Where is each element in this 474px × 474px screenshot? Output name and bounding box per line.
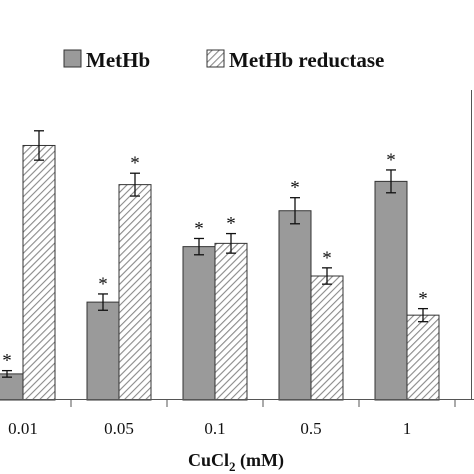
bar-methb-1 <box>86 301 120 401</box>
significance-mark-methb-reductase-2: * <box>226 214 236 235</box>
significance-mark-methb-2: * <box>194 218 204 239</box>
significance-mark-methb-3: * <box>290 178 300 199</box>
x-tick-label-2: 0.1 <box>204 419 225 438</box>
bar-methb-reductase-4 <box>406 314 440 401</box>
x-tick-label-4: 1 <box>403 419 412 438</box>
bar-methb-3 <box>278 210 312 401</box>
x-tick-labels: 0.01 0.05 0.1 0.5 1 <box>8 419 411 438</box>
bar-methb-reductase-1 <box>118 184 152 401</box>
x-axis-title-unit: (mM) <box>240 450 284 471</box>
x-tick-label-1: 0.05 <box>104 419 134 438</box>
bar-methb-reductase-3 <box>310 275 344 401</box>
significance-mark-methb-1: * <box>98 274 108 295</box>
significance-mark-methb-reductase-4: * <box>418 289 428 310</box>
x-axis-title: CuCl2 (mM) <box>188 450 284 474</box>
x-axis-title-subscript: 2 <box>229 459 236 474</box>
x-tick-label-3: 0.5 <box>300 419 321 438</box>
significance-mark-methb-0: * <box>2 351 12 372</box>
legend-swatch-methb <box>63 49 82 68</box>
legend: MetHb MetHb reductase <box>63 48 384 72</box>
bar-methb-0 <box>0 373 24 401</box>
significance-mark-methb-4: * <box>386 150 396 171</box>
legend-swatch-methb-reductase <box>206 49 225 68</box>
x-axis-title-main: CuCl <box>188 450 229 470</box>
x-tick-marks <box>70 400 456 407</box>
x-tick-label-0: 0.01 <box>8 419 38 438</box>
significance-mark-methb-reductase-3: * <box>322 248 332 269</box>
bar-methb-4 <box>374 180 408 401</box>
bar-methb-reductase-0 <box>22 144 56 401</box>
legend-label-methb: MetHb <box>86 48 150 72</box>
plot-area: * * * * * * * * * <box>0 130 440 401</box>
legend-label-methb-reductase: MetHb reductase <box>229 48 384 72</box>
bar-methb-reductase-2 <box>214 242 248 401</box>
significance-mark-methb-reductase-1: * <box>130 153 140 174</box>
bar-methb-2 <box>182 246 216 401</box>
